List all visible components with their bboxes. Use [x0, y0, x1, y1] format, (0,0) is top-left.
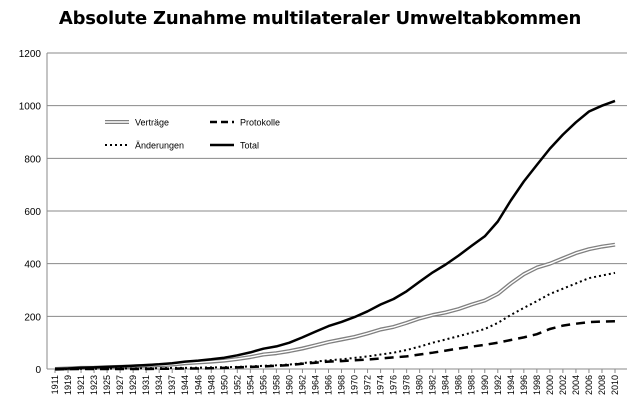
x-tick-label: 1937	[167, 375, 177, 395]
legend-label--nderungen: Änderungen	[135, 141, 184, 151]
x-tick-label: 1950	[219, 375, 229, 395]
y-tick-label: 1000	[19, 102, 42, 113]
x-tick-label: 1974	[376, 375, 386, 395]
y-tick-label: 400	[24, 260, 41, 271]
x-tick-label: 1948	[206, 375, 216, 395]
x-tick-label: 1911	[50, 375, 60, 394]
series-line-total	[54, 99, 616, 371]
x-tick-label: 1996	[519, 375, 529, 395]
series-line--nderungen	[55, 271, 616, 370]
x-tick-label: 1954	[245, 375, 255, 395]
x-tick-label: 2004	[571, 375, 581, 395]
x-tick-label: 1994	[506, 375, 516, 395]
y-tick-label: 1200	[19, 49, 42, 60]
x-tick-label: 2010	[610, 375, 620, 395]
x-tick-label: 1960	[284, 375, 294, 395]
x-tick-label: 1982	[428, 375, 438, 395]
x-tick-label: 1919	[63, 375, 73, 395]
x-tick-label: 1968	[337, 375, 347, 395]
y-tick-label: 600	[24, 207, 41, 218]
x-tick-label: 2002	[558, 375, 568, 395]
x-tick-label: 1992	[493, 375, 503, 395]
series-line-protokolle	[55, 320, 616, 371]
x-tick-label: 1976	[389, 375, 399, 395]
legend-label-protokolle: Protokolle	[240, 118, 280, 128]
x-tick-label: 1972	[363, 375, 373, 395]
x-tick-label: 1970	[350, 375, 360, 395]
x-tick-label: 1944	[180, 375, 190, 395]
y-tick-label: 0	[35, 365, 41, 376]
x-tick-label: 1958	[271, 375, 281, 395]
y-tick-label: 800	[24, 154, 41, 165]
x-tick-label: 1998	[532, 375, 542, 395]
x-tick-label: 1962	[297, 375, 307, 395]
x-tick-label: 1927	[115, 375, 125, 395]
x-tick-label: 1934	[154, 375, 164, 395]
x-tick-label: 1929	[128, 375, 138, 395]
legend-label-total: Total	[240, 141, 259, 151]
legend-label-vertr-ge: Verträge	[135, 118, 169, 128]
x-tick-label: 1952	[232, 375, 242, 395]
x-tick-label: 1978	[402, 375, 412, 395]
x-tick-label: 1946	[193, 375, 203, 395]
x-tick-label: 1964	[310, 375, 320, 395]
x-tick-label: 1980	[415, 375, 425, 395]
x-tick-label: 1986	[454, 375, 464, 395]
x-tick-label: 1956	[258, 375, 268, 395]
chart-title: Absolute Zunahme multilateraler Umweltab…	[58, 8, 582, 29]
x-tick-label: 1988	[467, 375, 477, 395]
x-tick-label: 2008	[597, 375, 607, 395]
x-tick-label: 1923	[89, 375, 99, 395]
x-tick-label: 2006	[584, 375, 594, 395]
x-tick-label: 1990	[480, 375, 490, 395]
y-tick-label: 200	[24, 312, 41, 323]
x-tick-label: 1984	[441, 375, 451, 395]
x-tick-label: 1931	[141, 375, 151, 395]
x-tick-label: 2000	[545, 375, 555, 395]
x-tick-label: 1925	[102, 375, 112, 395]
x-tick-label: 1966	[323, 375, 333, 395]
x-tick-label: 1921	[76, 375, 86, 395]
